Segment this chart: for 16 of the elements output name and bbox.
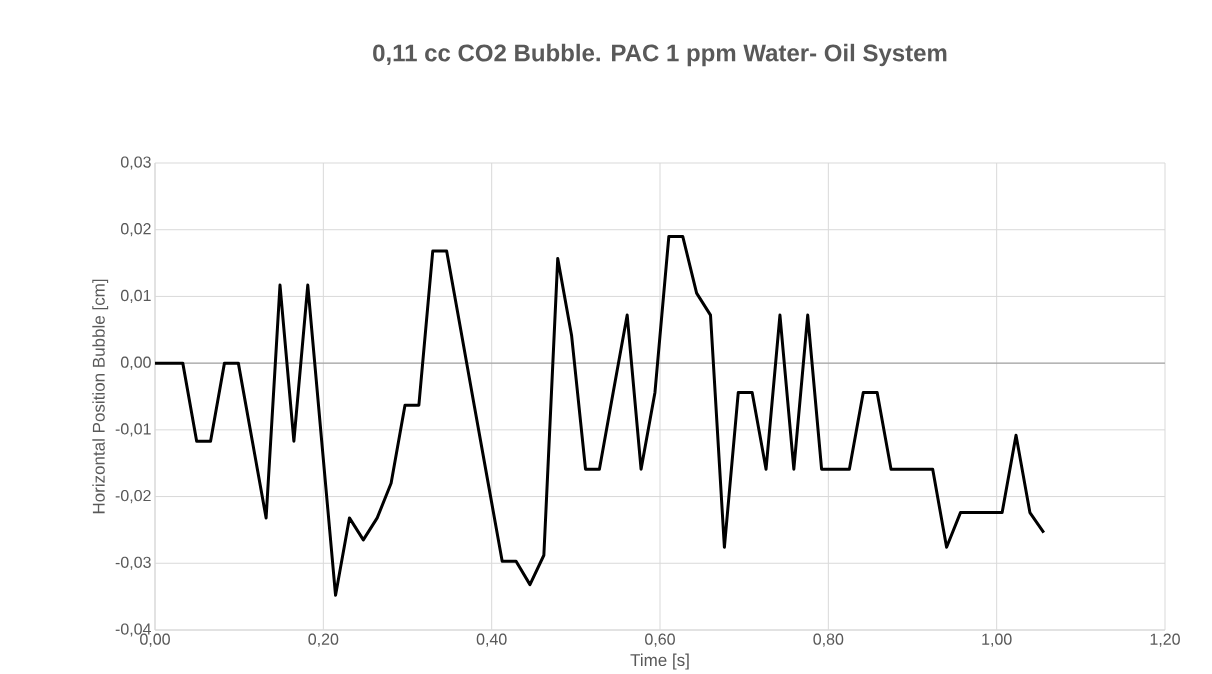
x-tick-label: 0,20	[308, 633, 339, 647]
y-tick-label: -0,01	[115, 423, 151, 437]
chart-title: 0,11 cc CO2 Bubble. PAC 1 ppm Water- Oil System	[373, 43, 947, 67]
y-tick-label: 0,00	[120, 356, 151, 370]
x-tick-label: 0,80	[813, 633, 844, 647]
x-tick-label: 1,00	[982, 633, 1012, 647]
y-tick-label: -0,03	[115, 556, 151, 570]
x-axis-title: Time [s]	[630, 653, 689, 670]
x-tick-label: 0,40	[476, 633, 507, 647]
y-tick-label: 0,01	[120, 289, 151, 304]
y-tick-label: -0,02	[115, 489, 151, 504]
x-tick-label: 1,20	[1150, 633, 1180, 647]
y-axis-title: Horizontal Position Bubble [cm]	[92, 279, 109, 514]
x-tick-label: 0,60	[645, 633, 675, 647]
y-tick-label: 0,02	[120, 223, 151, 237]
y-tick-label: 0,03	[120, 156, 151, 170]
